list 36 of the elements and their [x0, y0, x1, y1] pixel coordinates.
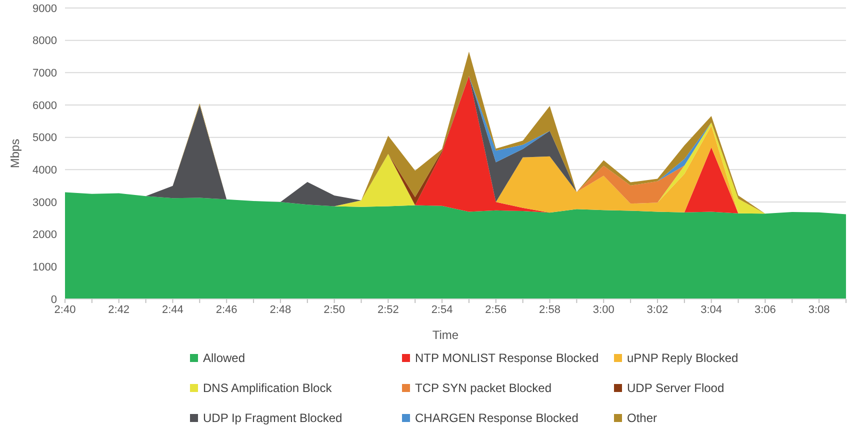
- legend-label: DNS Amplification Block: [203, 381, 332, 395]
- x-tick-label: 3:06: [754, 304, 776, 316]
- x-tick-label: 3:04: [700, 304, 722, 316]
- y-tick-label: 9000: [32, 2, 57, 15]
- x-tick-label: 2:52: [377, 304, 399, 316]
- y-tick-label: 1000: [32, 262, 57, 274]
- legend-label: NTP MONLIST Response Blocked: [415, 351, 599, 365]
- y-tick-label: 6000: [32, 100, 57, 112]
- y-tick-label: 7000: [32, 68, 57, 80]
- y-tick-label: 3000: [32, 196, 57, 209]
- x-tick-label: 2:58: [539, 304, 560, 316]
- x-tick-label: 2:46: [216, 304, 238, 316]
- y-tick-label: 8000: [32, 35, 57, 48]
- x-tick-label: 3:02: [646, 304, 668, 316]
- legend-label: CHARGEN Response Blocked: [415, 411, 578, 425]
- x-tick-label: 3:08: [808, 304, 830, 316]
- x-tick-label: 3:00: [592, 304, 614, 316]
- legend-label: Other: [627, 411, 658, 425]
- x-tick-label: 2:50: [324, 304, 346, 316]
- legend-label: TCP SYN packet Blocked: [415, 381, 552, 395]
- y-tick-label: 0: [50, 294, 57, 306]
- y-tick-label: 4000: [32, 164, 57, 177]
- x-tick-label: 2:54: [431, 304, 453, 316]
- x-axis-title: Time: [432, 328, 459, 342]
- x-tick-label: 2:44: [162, 304, 184, 316]
- x-tick-label: 2:48: [270, 304, 292, 316]
- legend-label: uPNP Reply Blocked: [627, 351, 738, 365]
- x-tick-label: 2:40: [54, 304, 76, 316]
- y-axis-title: Mbps: [8, 138, 22, 168]
- x-tick-label: 2:42: [108, 304, 130, 316]
- x-tick-label: 2:56: [485, 304, 507, 316]
- legend-label: Allowed: [203, 351, 246, 365]
- y-tick-label: 2000: [32, 229, 57, 242]
- legend-label: UDP Ip Fragment Blocked: [203, 411, 342, 425]
- y-tick-label: 5000: [32, 132, 57, 144]
- legend-label: UDP Server Flood: [627, 381, 724, 395]
